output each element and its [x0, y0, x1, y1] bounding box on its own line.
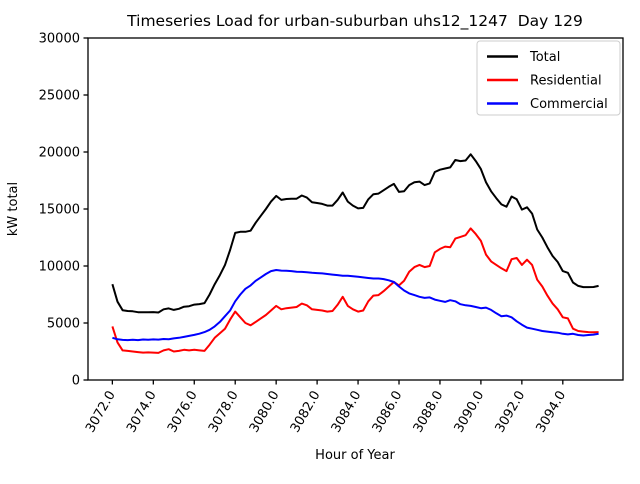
- y-tick-label: 0: [72, 374, 80, 389]
- x-tick-label: 3076.0: [165, 389, 201, 436]
- y-tick-label: 5000: [47, 317, 80, 332]
- x-tick-label: 3080.0: [247, 389, 283, 436]
- y-axis-ticks: 0 5000 10000 15000 20000 25000 30000: [39, 32, 88, 389]
- residential-line: [111, 227, 599, 354]
- x-tick-label: 3074.0: [124, 389, 160, 436]
- y-tick-label: 30000: [39, 32, 80, 47]
- x-tick-label: 3088.0: [411, 389, 447, 436]
- x-tick-label: 3092.0: [493, 389, 529, 436]
- y-tick-label: 20000: [39, 146, 80, 161]
- data-series-group: [111, 153, 599, 354]
- x-axis-ticks: 3072.0 3074.0 3076.0 3078.0 3080.0 3082.0 3084…: [83, 380, 569, 435]
- x-tick-label: 3086.0: [370, 389, 406, 436]
- legend-entry-total: Total: [487, 50, 560, 65]
- y-axis-label: kW total: [6, 182, 21, 236]
- x-tick-label: 3090.0: [452, 389, 488, 436]
- x-tick-label: 3072.0: [83, 389, 119, 436]
- legend-label: Commercial: [530, 97, 608, 112]
- x-axis-label: Hour of Year: [315, 448, 395, 463]
- total-line: [111, 153, 599, 314]
- y-tick-label: 15000: [39, 203, 80, 218]
- legend-label: Residential: [530, 74, 602, 89]
- y-tick-label: 25000: [39, 89, 80, 104]
- x-tick-label: 3084.0: [329, 389, 365, 436]
- x-tick-label: 3082.0: [288, 389, 324, 436]
- x-tick-label: 3094.0: [534, 389, 570, 436]
- legend-label: Total: [529, 50, 560, 65]
- y-tick-label: 10000: [39, 260, 80, 275]
- legend-entry-residential: Residential: [487, 74, 602, 89]
- legend: Total Residential Commercial: [476, 40, 621, 116]
- x-tick-label: 3078.0: [206, 389, 242, 436]
- legend-box: [476, 40, 621, 116]
- legend-entry-commercial: Commercial: [487, 97, 608, 112]
- commercial-line: [112, 269, 599, 342]
- chart-title: Timeseries Load for urban-suburban uhs12…: [126, 12, 583, 31]
